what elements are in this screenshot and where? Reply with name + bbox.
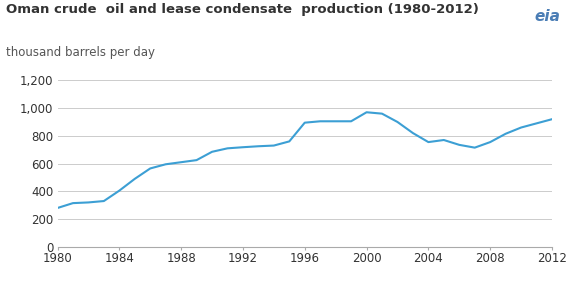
Text: Oman crude  oil and lease condensate  production (1980-2012): Oman crude oil and lease condensate prod… <box>6 3 478 16</box>
Text: eia: eia <box>535 9 561 24</box>
Text: thousand barrels per day: thousand barrels per day <box>6 46 155 59</box>
